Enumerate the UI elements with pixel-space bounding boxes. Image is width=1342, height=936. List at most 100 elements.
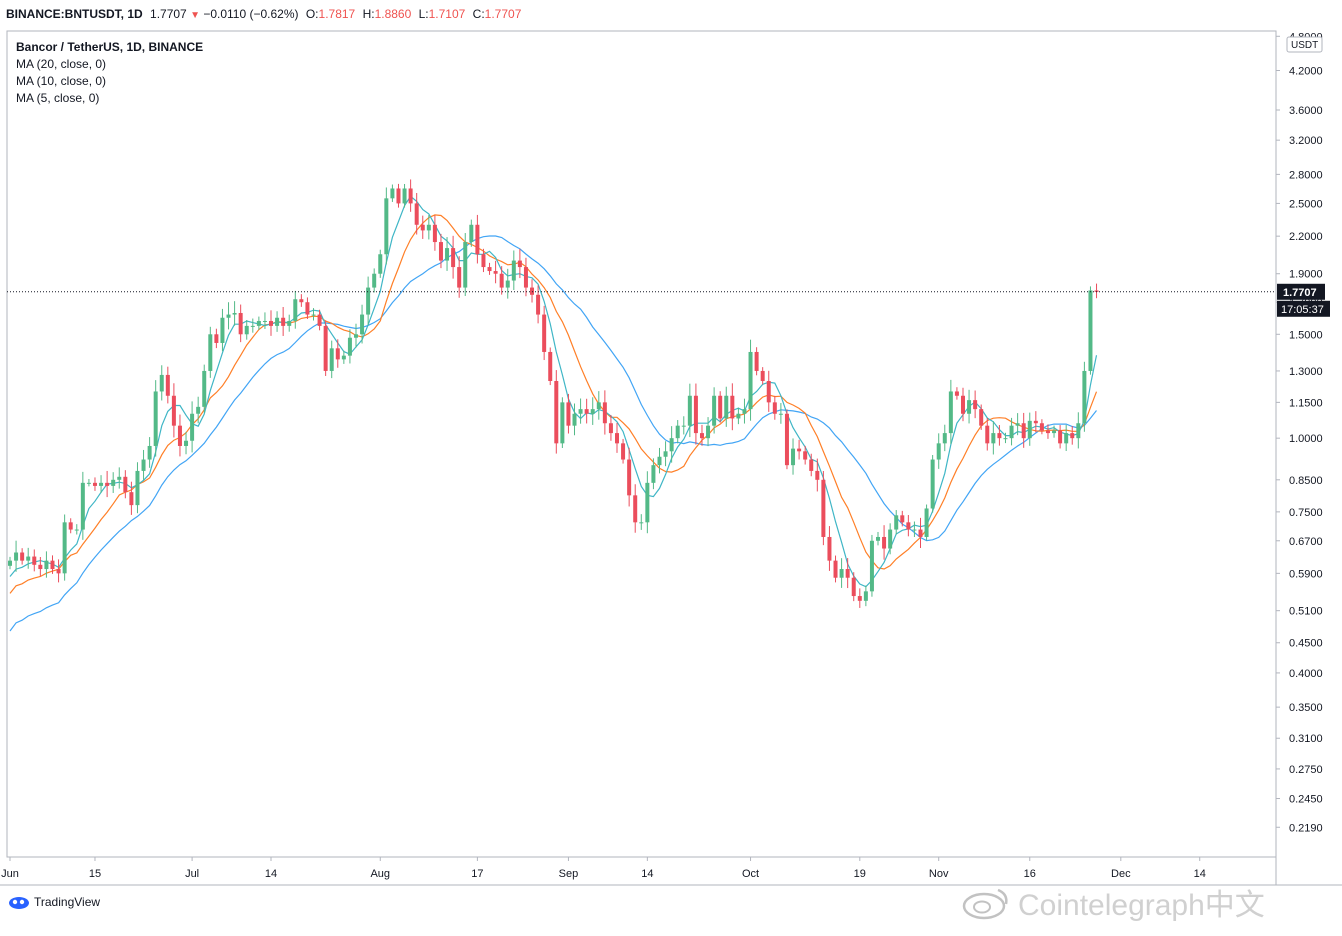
y-tick-label: 2.8000	[1289, 169, 1323, 181]
x-tick-label: 19	[854, 868, 866, 880]
x-tick-label: Jul	[185, 868, 199, 880]
candle-body	[1064, 433, 1069, 444]
candle-body	[226, 314, 231, 318]
candle-body	[1045, 430, 1050, 434]
candle	[730, 383, 735, 431]
candle-body	[463, 242, 468, 288]
currency-label: USDT	[1291, 40, 1318, 51]
candle-body	[408, 188, 413, 204]
candle-body	[554, 380, 559, 444]
x-tick-label: 14	[265, 868, 277, 880]
candle-body	[803, 451, 808, 460]
candle	[244, 320, 249, 340]
candle-body	[426, 224, 431, 231]
candle	[918, 517, 923, 548]
candle	[408, 179, 413, 212]
candle-body	[493, 271, 498, 274]
candle-body	[888, 529, 893, 549]
candle	[815, 458, 820, 492]
candle	[633, 484, 638, 533]
last-price: 1.7707	[150, 7, 187, 21]
candle-body	[766, 380, 771, 403]
candle-body	[487, 267, 492, 272]
y-tick-label: 0.2750	[1289, 764, 1323, 776]
tradingview-brand[interactable]: TradingView	[8, 894, 100, 910]
candle-body	[432, 224, 437, 243]
price-change: −0.0110 (−0.62%)	[203, 7, 299, 21]
tradingview-logo-icon	[9, 897, 29, 909]
currency-badge: USDT	[1286, 36, 1323, 53]
candle-body	[590, 409, 595, 414]
candle-body	[196, 406, 201, 414]
candle-body	[960, 395, 965, 414]
countdown-tag	[1277, 300, 1330, 317]
candle-body	[621, 443, 626, 460]
candle-body	[220, 317, 225, 343]
candle-body	[815, 470, 820, 480]
candle	[627, 447, 632, 507]
candle-body	[256, 320, 261, 326]
candle	[1070, 426, 1075, 445]
candle-body	[851, 577, 856, 597]
candle	[299, 294, 304, 307]
candle-body	[900, 515, 905, 523]
candle	[973, 390, 978, 419]
candle	[572, 403, 577, 436]
candle-body	[451, 248, 456, 268]
candle-body	[99, 482, 104, 486]
candle	[693, 383, 698, 445]
candle-body	[299, 299, 304, 303]
candle-body	[754, 351, 759, 371]
candle	[681, 416, 686, 435]
legend-ma20[interactable]: MA (20, close, 0)	[16, 57, 107, 71]
candle-body	[1015, 423, 1020, 426]
candle	[851, 572, 856, 602]
candle	[499, 266, 504, 295]
y-tick-label: 1.5000	[1289, 329, 1323, 341]
watermark-text: Cointelegraph中文	[1018, 889, 1265, 922]
candle	[329, 340, 334, 379]
candle-body	[281, 317, 286, 326]
candle	[420, 215, 425, 239]
candle	[451, 235, 456, 279]
candle-body	[699, 433, 704, 439]
candle-body	[384, 198, 389, 255]
candle-body	[50, 560, 55, 570]
candle	[438, 233, 443, 269]
symbol-label[interactable]: BINANCE:BNTUSDT, 1D	[6, 7, 143, 21]
x-tick-label: 16	[1024, 868, 1036, 880]
symbol-header: BINANCE:BNTUSDT, 1D 1.7707 ▼ −0.0110 (−0…	[6, 7, 521, 25]
candle-body	[1039, 423, 1044, 431]
candle	[523, 257, 528, 297]
y-tick-label: 0.2190	[1289, 822, 1323, 834]
legend-ma10[interactable]: MA (10, close, 0)	[16, 74, 107, 88]
candle-body	[293, 299, 298, 321]
candle	[857, 588, 862, 608]
candle	[699, 424, 704, 446]
candle	[38, 557, 43, 577]
cointelegraph-watermark: Cointelegraph中文	[960, 880, 1265, 924]
candle-body	[979, 409, 984, 426]
candle-body	[967, 400, 972, 414]
candle	[20, 548, 25, 565]
x-tick-label: Dec	[1111, 868, 1131, 880]
candle-body	[517, 260, 522, 268]
candle	[153, 380, 158, 457]
legend-ma5[interactable]: MA (5, close, 0)	[16, 91, 100, 105]
candle	[596, 391, 601, 420]
candle-body	[924, 508, 929, 537]
candle-body	[105, 482, 110, 486]
candle-body	[165, 374, 170, 396]
candle	[615, 422, 619, 453]
candle-body	[1027, 420, 1032, 439]
candle	[967, 389, 972, 424]
candle-body	[317, 314, 322, 326]
candle	[827, 526, 832, 571]
currency-box	[1286, 36, 1323, 53]
candle	[706, 417, 711, 447]
candle	[839, 558, 844, 588]
candle-body	[86, 482, 91, 484]
candle-body	[863, 591, 868, 601]
candle	[135, 462, 140, 514]
